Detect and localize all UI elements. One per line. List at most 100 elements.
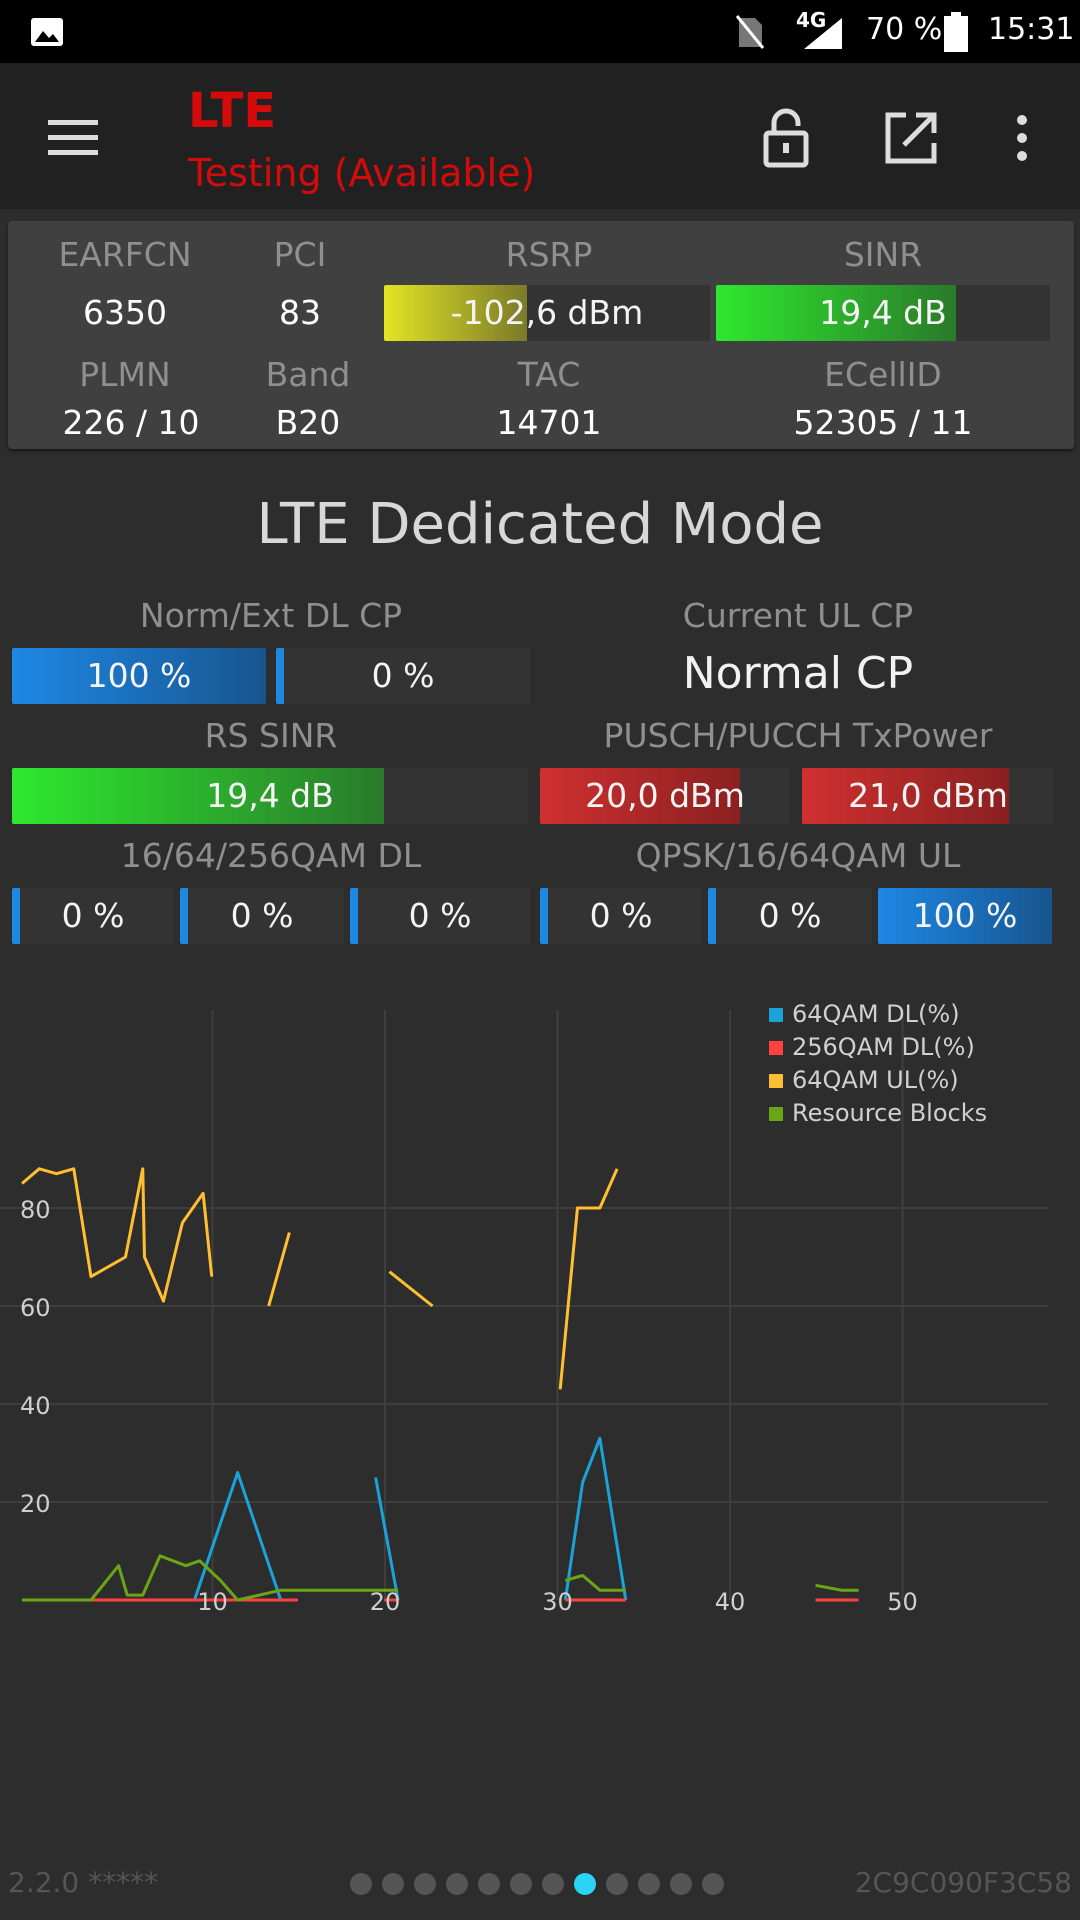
- dl-cp-normal-value: 100 %: [86, 656, 192, 695]
- page-dot[interactable]: [606, 1873, 628, 1895]
- chart-ticks: 20 40 60 80 10 20 30 40 50: [20, 1196, 918, 1616]
- legend-entry: Resource Blocks: [792, 1099, 987, 1127]
- page-subtitle: Testing (Available): [188, 151, 536, 195]
- dl-cp-extended-bar: 0 %: [276, 648, 530, 704]
- more-options-icon[interactable]: [1000, 103, 1070, 173]
- ul-cp-value: Normal CP: [682, 648, 914, 699]
- open-external-icon[interactable]: [876, 103, 946, 173]
- qam-dl-256-value: 0 %: [408, 896, 472, 935]
- series-line: [193, 1471, 283, 1601]
- series-line: [563, 1436, 628, 1601]
- qam-ul-label: QPSK/16/64QAM UL: [635, 836, 961, 875]
- ecellid-label: ECellID: [824, 355, 942, 394]
- qam-dl-label: 16/64/256QAM DL: [120, 836, 422, 875]
- page-dot[interactable]: [414, 1873, 436, 1895]
- pucch-power-value: 21,0 dBm: [848, 776, 1008, 815]
- rsrp-label: RSRP: [505, 235, 593, 274]
- series-line: [22, 1554, 399, 1602]
- image-notification-icon: [31, 18, 63, 46]
- cell-info-panel: EARFCN PCI RSRP SINR 6350 83 -102,6 dBm …: [8, 221, 1074, 449]
- rs-sinr-bar: 19,4 dB: [12, 768, 528, 824]
- qam-ul-16-value: 0 %: [758, 896, 822, 935]
- chart-series: [21, 1167, 859, 1602]
- plmn-value: 226 / 10: [62, 403, 200, 442]
- pucch-power-bar: 21,0 dBm: [802, 768, 1054, 824]
- page-dot-active[interactable]: [574, 1873, 596, 1895]
- section-title: LTE Dedicated Mode: [256, 492, 824, 557]
- y-tick-label: 60: [20, 1294, 51, 1322]
- page-dot[interactable]: [670, 1873, 692, 1895]
- page-dot[interactable]: [542, 1873, 564, 1895]
- series-line: [374, 1477, 400, 1601]
- x-tick-label: 20: [370, 1588, 401, 1616]
- qam-ul-64-bar: 100 %: [878, 888, 1052, 944]
- dl-cp-label: Norm/Ext DL CP: [139, 596, 403, 635]
- page-dot[interactable]: [446, 1873, 468, 1895]
- qam-dl-64-value: 0 %: [230, 896, 294, 935]
- menu-icon[interactable]: [38, 103, 108, 173]
- qam-chart: 20 40 60 80 10 20 30 40 50 64QAM DL(%) 256QAM DL(…: [0, 1000, 1048, 1616]
- y-tick-label: 40: [20, 1392, 51, 1420]
- no-sim-icon: [735, 15, 765, 49]
- x-tick-label: 10: [197, 1588, 228, 1616]
- legend-swatch: [769, 1008, 783, 1022]
- legend-entry: 64QAM DL(%): [792, 1000, 960, 1028]
- page-dot[interactable]: [510, 1873, 532, 1895]
- clock: 15:31: [988, 12, 1075, 47]
- ecellid-value: 52305 / 11: [793, 403, 973, 442]
- battery-icon: [944, 12, 968, 52]
- series-line: [267, 1232, 291, 1307]
- x-tick-label: 50: [887, 1588, 918, 1616]
- band-label: Band: [265, 355, 351, 394]
- series-line: [564, 1574, 626, 1592]
- page-dot[interactable]: [350, 1873, 372, 1895]
- pci-value: 83: [279, 293, 321, 332]
- dl-cp-normal-bar: 100 %: [12, 648, 266, 704]
- series-line: [388, 1270, 434, 1308]
- legend-swatch: [769, 1074, 783, 1088]
- earfcn-value: 6350: [83, 293, 167, 332]
- txpower-label: PUSCH/PUCCH TxPower: [603, 716, 993, 755]
- sinr-bar: 19,4 dB: [716, 285, 1050, 341]
- sinr-label: SINR: [843, 235, 923, 274]
- band-value: B20: [275, 403, 341, 442]
- plmn-label: PLMN: [79, 355, 171, 394]
- qam-ul-qpsk-bar: 0 %: [540, 888, 702, 944]
- network-type: 4G: [796, 8, 827, 32]
- pci-label: PCI: [273, 235, 327, 274]
- app-toolbar: LTE Testing (Available): [0, 63, 1080, 209]
- legend-swatch: [769, 1107, 783, 1121]
- tac-label: TAC: [517, 355, 581, 394]
- y-tick-label: 80: [20, 1196, 51, 1224]
- rsrp-value: -102,6 dBm: [450, 293, 644, 332]
- ul-cp-label: Current UL CP: [682, 596, 914, 635]
- page-dot[interactable]: [638, 1873, 660, 1895]
- status-bar: 4G 70 % 15:31: [0, 0, 1080, 63]
- chart-grid: [0, 1010, 1048, 1600]
- legend-entry: 64QAM UL(%): [792, 1066, 959, 1094]
- qam-ul-16-bar: 0 %: [708, 888, 872, 944]
- app-version: 2.2.0 *****: [8, 1866, 159, 1899]
- sinr-value: 19,4 dB: [819, 293, 947, 332]
- tac-value: 14701: [496, 403, 602, 442]
- page-dot[interactable]: [478, 1873, 500, 1895]
- qam-dl-16-value: 0 %: [61, 896, 125, 935]
- rs-sinr-value: 19,4 dB: [206, 776, 334, 815]
- rs-sinr-label: RS SINR: [204, 716, 338, 755]
- rsrp-bar: -102,6 dBm: [384, 285, 710, 341]
- qam-ul-64-value: 100 %: [912, 896, 1018, 935]
- chart-legend: 64QAM DL(%) 256QAM DL(%) 64QAM UL(%) Resour…: [769, 1000, 987, 1127]
- x-tick-label: 40: [715, 1588, 746, 1616]
- page-dot[interactable]: [702, 1873, 724, 1895]
- signal-icon: [804, 18, 842, 49]
- legend-entry: 256QAM DL(%): [792, 1033, 975, 1061]
- y-tick-label: 20: [20, 1490, 51, 1518]
- qam-dl-256-bar: 0 %: [350, 888, 530, 944]
- x-tick-label: 30: [542, 1588, 573, 1616]
- dl-cp-extended-value: 0 %: [371, 656, 435, 695]
- pusch-power-value: 20,0 dBm: [585, 776, 745, 815]
- battery-percent: 70 %: [866, 12, 943, 47]
- lock-open-icon[interactable]: [751, 103, 821, 173]
- page-title: LTE: [188, 83, 277, 139]
- page-dot[interactable]: [382, 1873, 404, 1895]
